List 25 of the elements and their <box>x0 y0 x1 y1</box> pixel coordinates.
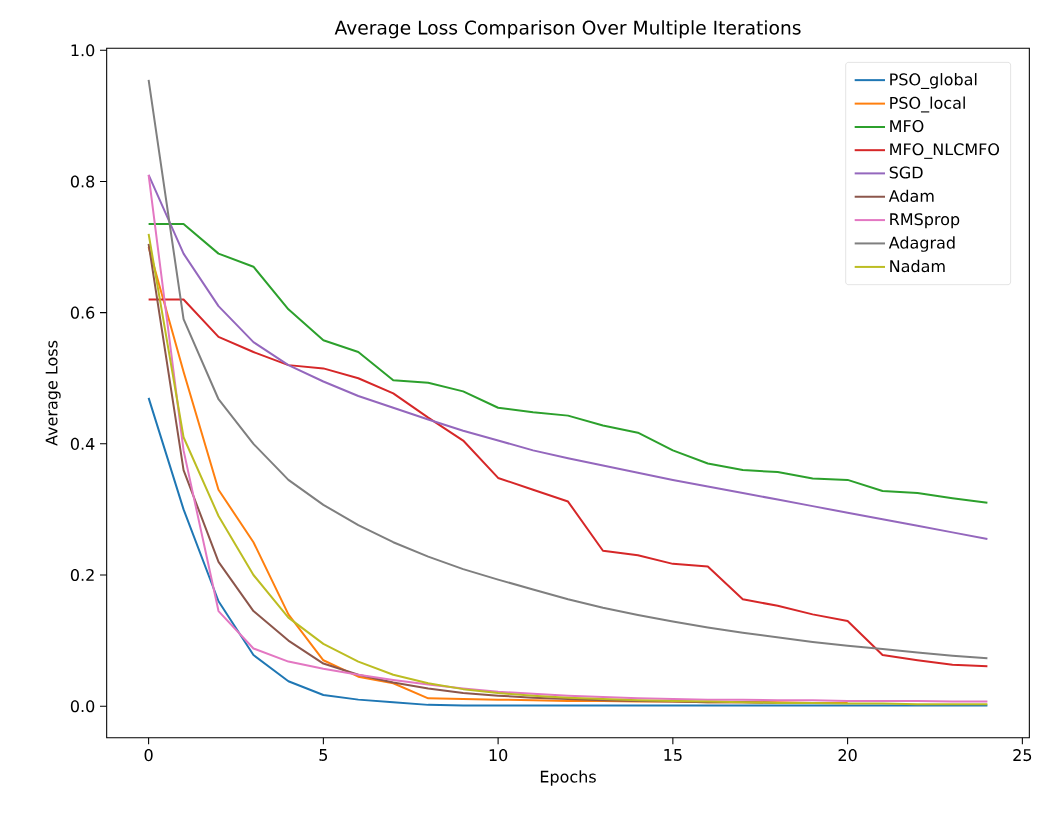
x-tick-label: 5 <box>319 749 328 761</box>
legend-label: Adagrad <box>888 236 955 252</box>
y-tick-label: 0.0 <box>70 700 95 713</box>
y-tick-label: 1.0 <box>71 44 95 57</box>
x-axis-title: Epochs <box>540 770 596 786</box>
x-tick-label: 10 <box>489 749 508 762</box>
legend-label: Adam <box>888 189 934 203</box>
legend-label: PSO_global <box>890 73 977 89</box>
x-tick-label: 25 <box>1013 749 1032 762</box>
y-tick-label: 0.6 <box>70 306 95 319</box>
x-tick-label: 15 <box>664 749 682 761</box>
x-tick-label: 0 <box>144 749 153 762</box>
x-tick-label: 20 <box>838 749 857 762</box>
chart-title: Average Loss Comparison Over Multiple Iterations <box>334 20 801 39</box>
legend-label: SGD <box>889 166 923 179</box>
y-tick-label: 0.8 <box>70 175 95 188</box>
y-tick-label: 0.2 <box>70 568 94 582</box>
legend-label: RMSprop <box>890 213 960 229</box>
legend-label: MFO_NLCMFO <box>890 143 1000 159</box>
line-series <box>147 298 989 668</box>
legend-label: Nadam <box>890 259 945 273</box>
legend-label: PSO_local <box>890 96 965 113</box>
y-axis-title: Average Loss <box>45 340 61 446</box>
legend-label: MFO <box>890 120 924 133</box>
y-tick-label: 0.4 <box>70 437 95 450</box>
